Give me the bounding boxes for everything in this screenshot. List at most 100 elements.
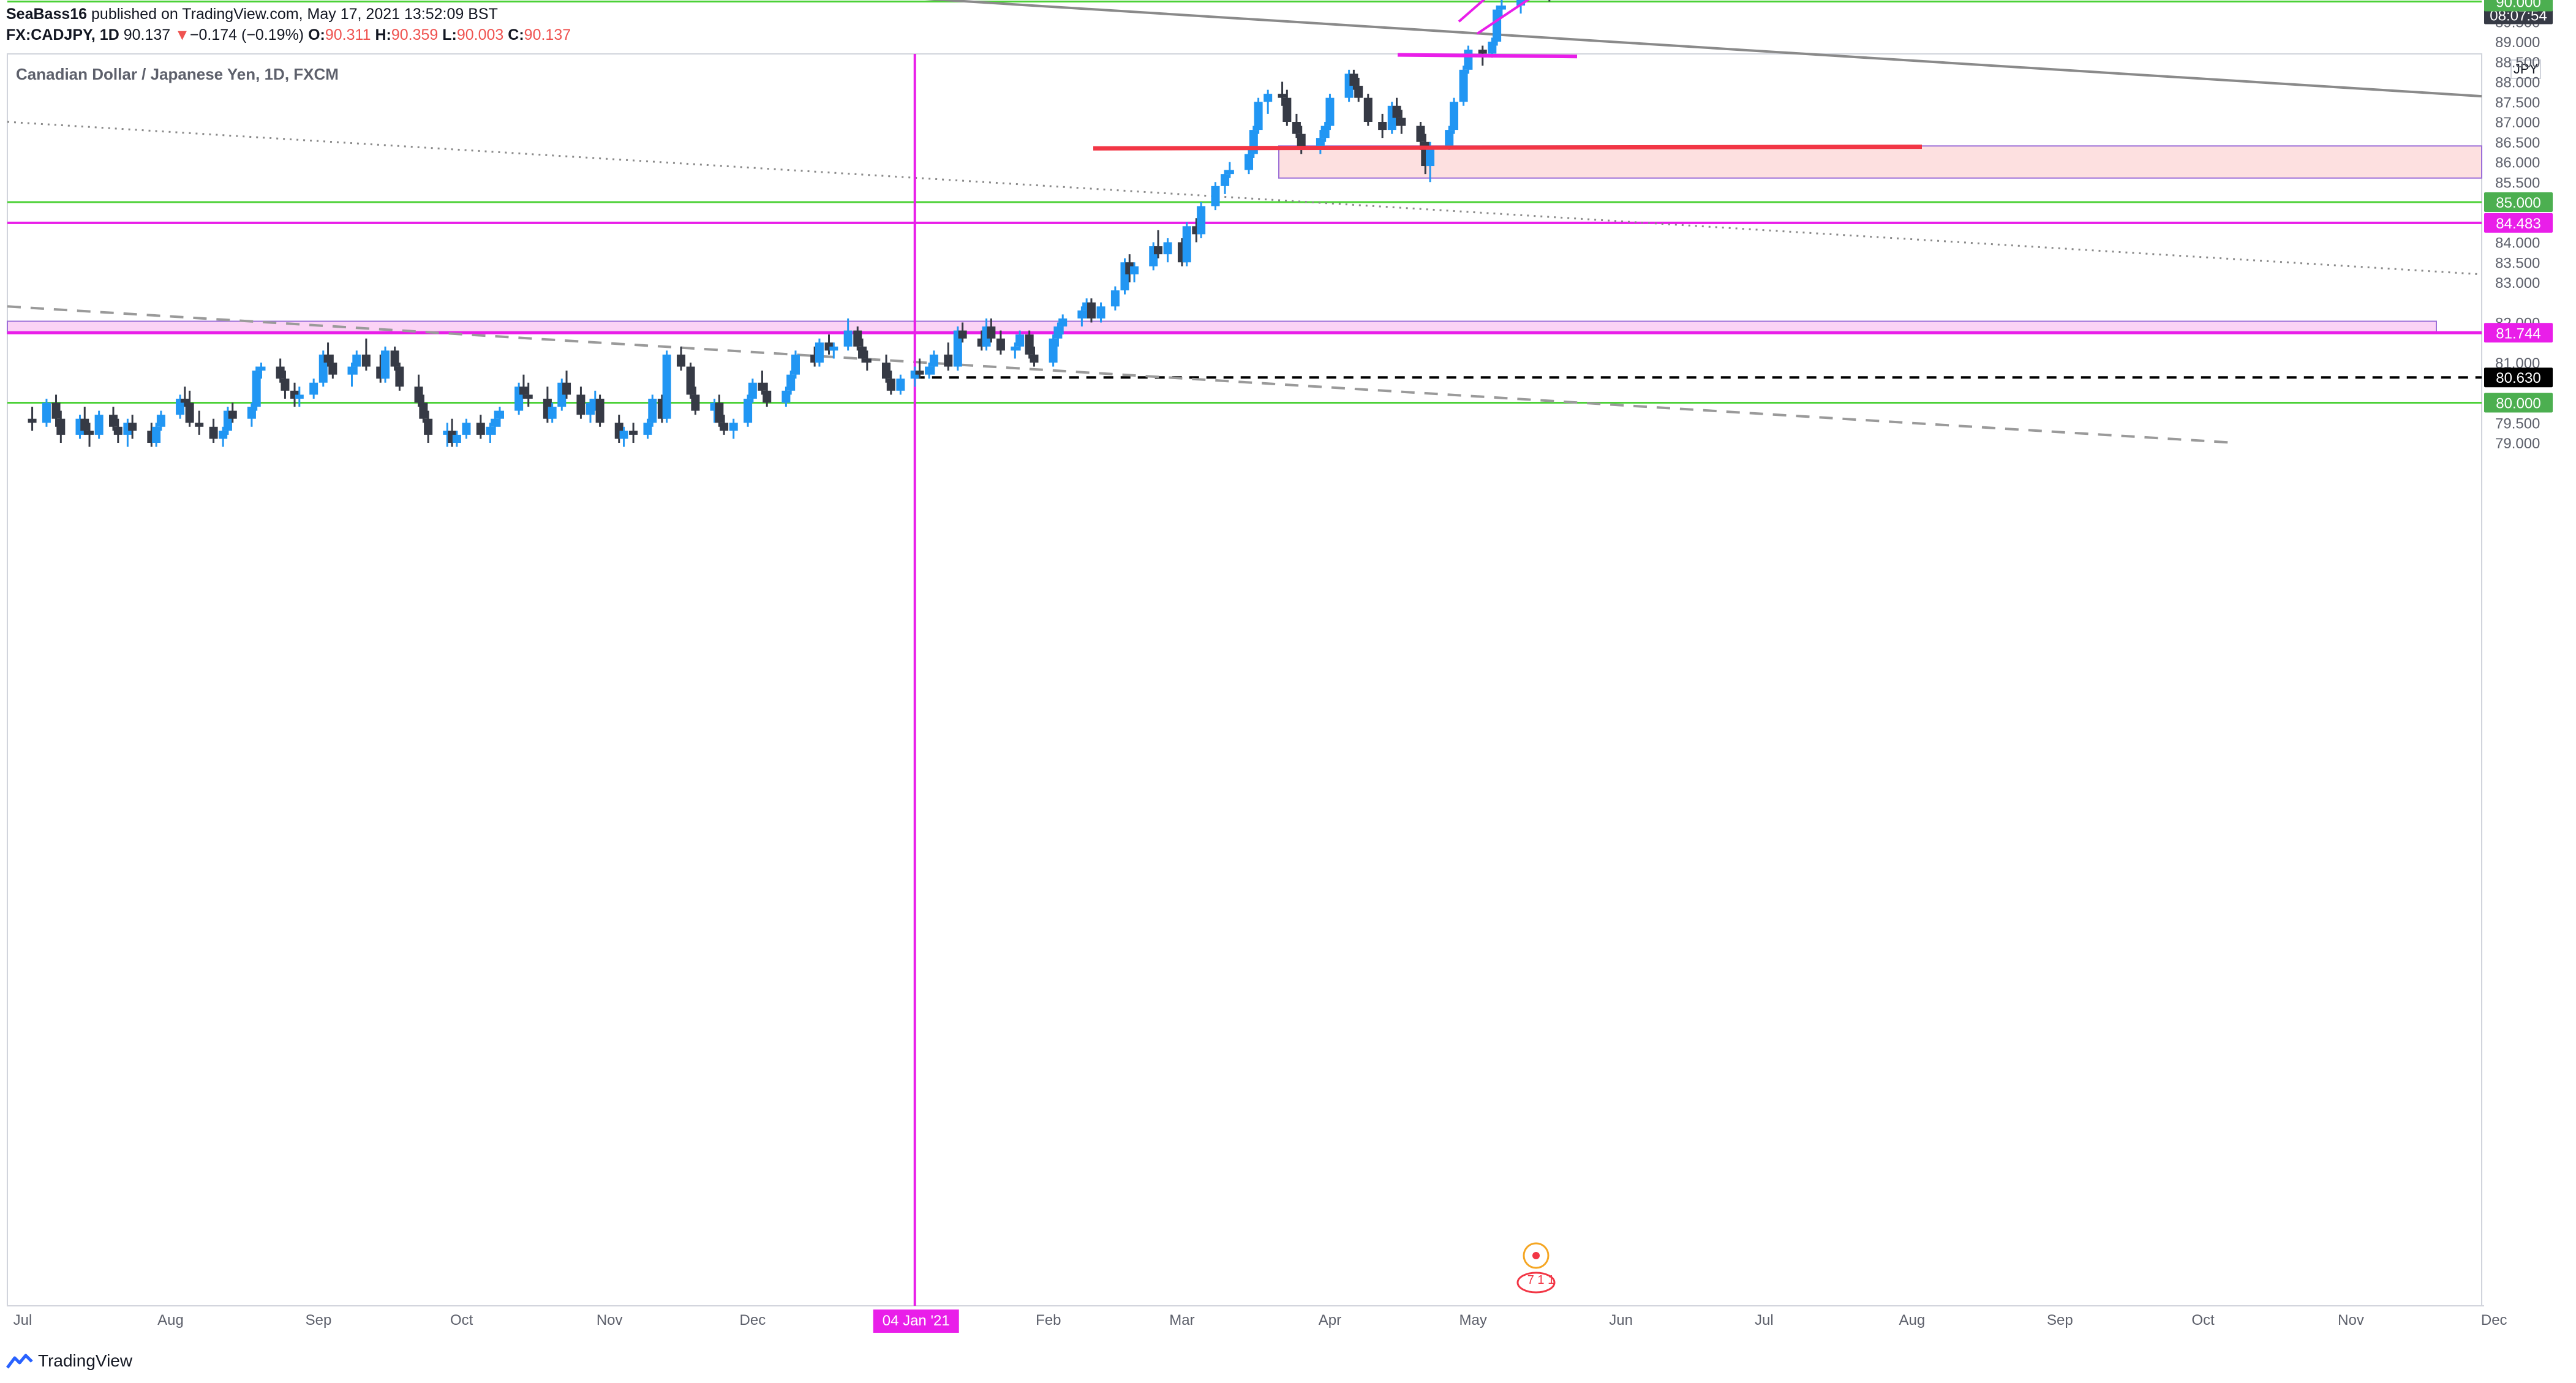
candle[interactable] xyxy=(1282,89,1292,126)
candle[interactable] xyxy=(987,318,996,343)
candle[interactable] xyxy=(1197,202,1206,238)
candle[interactable] xyxy=(452,431,461,447)
candle[interactable] xyxy=(881,354,891,383)
candle[interactable] xyxy=(1363,94,1373,126)
candle[interactable] xyxy=(247,402,256,427)
candle[interactable] xyxy=(1049,334,1058,367)
candle[interactable] xyxy=(252,366,261,411)
candle[interactable] xyxy=(51,394,61,427)
candle[interactable] xyxy=(958,322,967,343)
candle[interactable] xyxy=(1221,170,1230,194)
drawn-support-line[interactable] xyxy=(1093,145,1923,151)
candle[interactable] xyxy=(815,338,824,367)
candle[interactable] xyxy=(1397,110,1406,134)
candle[interactable] xyxy=(443,423,452,447)
candle[interactable] xyxy=(677,346,686,371)
candle[interactable] xyxy=(1030,346,1039,367)
candle[interactable] xyxy=(648,394,657,427)
candle[interactable] xyxy=(80,407,89,435)
candle[interactable] xyxy=(152,423,161,447)
candle[interactable] xyxy=(944,342,953,371)
candle[interactable] xyxy=(686,363,695,399)
candle[interactable] xyxy=(1025,330,1034,359)
candle[interactable] xyxy=(85,423,94,447)
candle[interactable] xyxy=(729,418,738,439)
candle[interactable] xyxy=(1011,342,1020,359)
candle[interactable] xyxy=(414,374,423,407)
candle[interactable] xyxy=(744,394,753,427)
candle[interactable] xyxy=(1464,45,1473,74)
candle[interactable] xyxy=(476,415,485,439)
candle[interactable] xyxy=(1163,238,1172,263)
candle[interactable] xyxy=(1058,314,1068,335)
channel-lower-line[interactable] xyxy=(1476,0,1543,35)
chart-plot-area[interactable] xyxy=(7,53,2482,1306)
candle[interactable] xyxy=(352,350,361,375)
candle[interactable] xyxy=(720,415,729,435)
candle[interactable] xyxy=(643,418,652,439)
candle[interactable] xyxy=(1096,302,1105,323)
tradingview-footer[interactable]: TradingView xyxy=(6,1347,132,1374)
candle[interactable] xyxy=(1225,162,1234,178)
candle[interactable] xyxy=(1354,77,1363,102)
candle[interactable] xyxy=(576,386,586,419)
candle[interactable] xyxy=(929,350,938,375)
candle[interactable] xyxy=(1110,286,1120,311)
candle[interactable] xyxy=(858,338,867,363)
candle[interactable] xyxy=(524,382,533,407)
candle[interactable] xyxy=(219,426,228,447)
candle[interactable] xyxy=(691,386,700,415)
candle[interactable] xyxy=(843,318,853,351)
candle[interactable] xyxy=(419,394,428,423)
candle[interactable] xyxy=(462,418,471,439)
candle[interactable] xyxy=(424,410,433,443)
candle[interactable] xyxy=(1459,66,1468,106)
candle[interactable] xyxy=(781,386,791,407)
candle[interactable] xyxy=(361,338,371,371)
candle[interactable] xyxy=(1292,113,1301,138)
candle[interactable] xyxy=(1278,81,1287,106)
candle[interactable] xyxy=(629,423,638,443)
candle[interactable] xyxy=(1416,122,1425,150)
candle[interactable] xyxy=(1077,306,1087,327)
candle[interactable] xyxy=(1497,0,1506,18)
candle[interactable] xyxy=(328,354,337,379)
candle[interactable] xyxy=(209,418,218,443)
candle[interactable] xyxy=(42,398,51,427)
candle[interactable] xyxy=(228,402,237,423)
candle[interactable] xyxy=(1245,149,1254,175)
candle[interactable] xyxy=(395,363,404,391)
candle[interactable] xyxy=(323,342,333,367)
candle[interactable] xyxy=(195,410,204,435)
time-marker-badge[interactable] xyxy=(873,1310,959,1333)
candle[interactable] xyxy=(1254,97,1263,134)
candle[interactable] xyxy=(495,407,504,427)
candle[interactable] xyxy=(1182,222,1191,266)
candle[interactable] xyxy=(953,326,962,371)
candle[interactable] xyxy=(748,379,757,403)
candle[interactable] xyxy=(1249,126,1258,158)
candle[interactable] xyxy=(390,346,399,371)
candle[interactable] xyxy=(180,386,189,407)
candle[interactable] xyxy=(185,390,194,427)
candle[interactable] xyxy=(619,426,628,447)
candle[interactable] xyxy=(1392,97,1401,126)
candle[interactable] xyxy=(896,374,905,395)
candle[interactable] xyxy=(128,415,137,439)
candle[interactable] xyxy=(548,402,557,423)
candle[interactable] xyxy=(491,410,500,435)
candle[interactable] xyxy=(886,371,895,395)
candle[interactable] xyxy=(113,418,122,443)
candle[interactable] xyxy=(276,358,285,383)
candle[interactable] xyxy=(1320,122,1330,142)
candle[interactable] xyxy=(829,342,838,359)
candle[interactable] xyxy=(862,350,872,371)
candle[interactable] xyxy=(28,407,37,431)
candle[interactable] xyxy=(1130,262,1139,282)
candle[interactable] xyxy=(786,371,796,395)
candle[interactable] xyxy=(595,394,604,427)
candle[interactable] xyxy=(1450,97,1458,134)
candle[interactable] xyxy=(1053,322,1063,347)
candle[interactable] xyxy=(715,394,724,427)
